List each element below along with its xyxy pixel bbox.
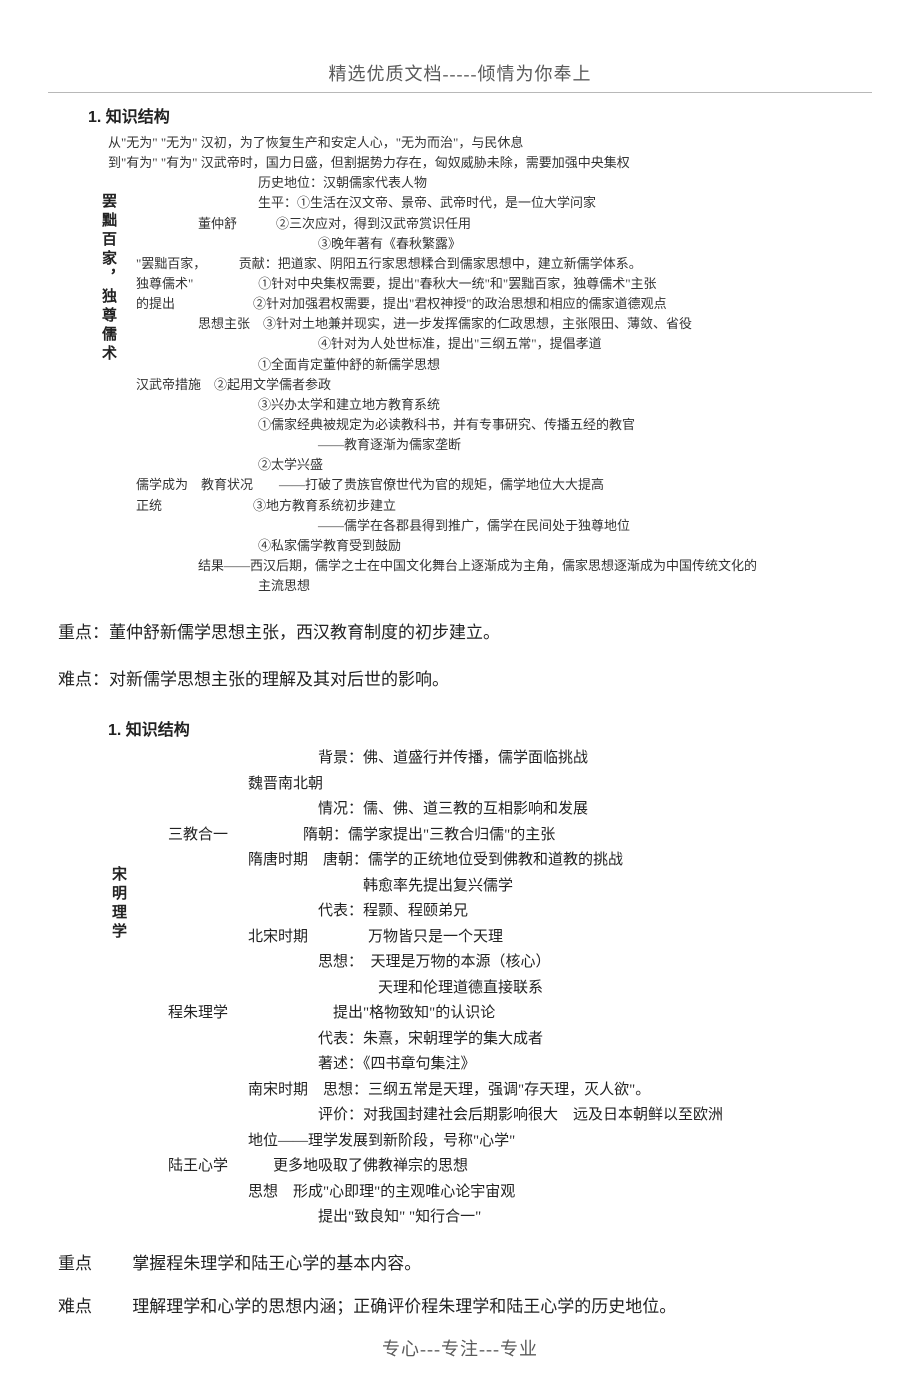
figure2-row: 背景：佛、道盛行并传播，儒学面临挑战 — [138, 746, 872, 772]
keypoint2-zhong: 重点 掌握程朱理学和陆王心学的基本内容。 — [58, 1249, 862, 1274]
figure1-title: 1. 知识结构 — [88, 103, 872, 127]
figure1-row: ④针对为人处世标准，提出"三纲五常"，提倡孝道 — [108, 334, 872, 354]
figure2-row: 韩愈率先提出复兴儒学 — [138, 874, 872, 900]
figure2-row: 思想 形成"心即理"的主观唯心论宇宙观 — [138, 1180, 872, 1206]
figure2-row: 隋唐时期 唐朝：儒学的正统地位受到佛教和道教的挑战 — [138, 848, 872, 874]
figure1-row: 结果——西汉后期，儒学之士在中国文化舞台上逐渐成为主角，儒家思想逐渐成为中国传统… — [108, 556, 872, 576]
figure2-row: 思想： 天理是万物的本源（核心） — [138, 950, 872, 976]
figure1-row: ①儒家经典被规定为必读教科书，并有专事研究、传播五经的教官 — [108, 415, 872, 435]
header-rule — [48, 92, 872, 93]
figure2-row: 北宋时期 万物皆只是一个天理 — [138, 925, 872, 951]
document-page: 精选优质文档-----倾情为你奉上 1. 知识结构 罢黜百家，独尊儒术 从"无为… — [0, 0, 920, 1391]
figure1-row: 独尊儒术" ①针对中央集权需要，提出"春秋大一统"和"罢黜百家，独尊儒术"主张 — [108, 274, 872, 294]
keypoint2-zhong-text: 掌握程朱理学和陆王心学的基本内容。 — [132, 1254, 421, 1273]
figure1-row: 儒学成为 教育状况 ——打破了贵族官僚世代为官的规矩，儒学地位大大提高 — [108, 475, 872, 495]
figure1-row: "罢黜百家， 贡献：把道家、阴阳五行家思想糅合到儒家思想中，建立新儒学体系。 — [108, 254, 872, 274]
figure1-block: 罢黜百家，独尊儒术 从"无为" "无为" 汉初，为了恢复生产和安定人心，"无为而… — [48, 133, 872, 596]
figure2-row: 魏晋南北朝 — [138, 772, 872, 798]
keypoint2-nan-label: 难点 — [58, 1292, 128, 1317]
figure1-row: ④私家儒学教育受到鼓励 — [108, 536, 872, 556]
figure2-row: 地位——理学发展到新阶段，号称"心学" — [138, 1129, 872, 1155]
figure2-vertical-label: 宋明理学 — [108, 866, 129, 942]
keypoint1-zhong: 重点：董仲舒新儒学思想主张，西汉教育制度的初步建立。 — [58, 618, 862, 643]
figure1-row: 思想主张 ③针对土地兼并现实，进一步发挥儒家的仁政思想，主张限田、薄敛、省役 — [108, 314, 872, 334]
figure2-row: 天理和伦理道德直接联系 — [138, 976, 872, 1002]
figure2-row: 代表：程颢、程颐弟兄 — [138, 899, 872, 925]
figure2-row: 评价：对我国封建社会后期影响很大 远及日本朝鲜以至欧洲 — [138, 1103, 872, 1129]
figure2-row: 陆王心学 更多地吸取了佛教禅宗的思想 — [138, 1154, 872, 1180]
figure1-row: 董仲舒 ②三次应对，得到汉武帝赏识任用 — [108, 214, 872, 234]
keypoint2-nan-text: 理解理学和心学的思想内涵；正确评价程朱理学和陆王心学的历史地位。 — [132, 1297, 676, 1316]
figure1-vertical-label: 罢黜百家，独尊儒术 — [98, 193, 119, 364]
figure1-outline: 从"无为" "无为" 汉初，为了恢复生产和安定人心，"无为而治"，与民休息到"有… — [108, 133, 872, 596]
page-header: 精选优质文档-----倾情为你奉上 — [48, 60, 872, 86]
figure2-row: 代表：朱熹，宋朝理学的集大成者 — [138, 1027, 872, 1053]
figure1-row: 生平：①生活在汉文帝、景帝、武帝时代，是一位大学问家 — [108, 193, 872, 213]
figure1-row: ——儒学在各郡县得到推广，儒学在民间处于独尊地位 — [108, 516, 872, 536]
figure2-row: 三教合一 隋朝：儒学家提出"三教合归儒"的主张 — [138, 823, 872, 849]
figure1-row: 主流思想 — [108, 576, 872, 596]
keypoint1-nan: 难点：对新儒学思想主张的理解及其对后世的影响。 — [58, 665, 862, 690]
figure1-row: 到"有为" "有为" 汉武帝时，国力日盛，但割据势力存在，匈奴威胁未除，需要加强… — [108, 153, 872, 173]
figure1-row: ③晚年著有《春秋繁露》 — [108, 234, 872, 254]
figure1-row: ——教育逐渐为儒家垄断 — [108, 435, 872, 455]
figure2-row: 南宋时期 思想：三纲五常是天理，强调"存天理，灭人欲"。 — [138, 1078, 872, 1104]
figure2-row: 著述：《四书章句集注》 — [138, 1052, 872, 1078]
figure2-row: 提出"致良知" "知行合一" — [138, 1205, 872, 1231]
figure1-row: 的提出 ②针对加强君权需要，提出"君权神授"的政治思想和相应的儒家道德观点 — [108, 294, 872, 314]
figure1-row: ①全面肯定董仲舒的新儒学思想 — [108, 355, 872, 375]
figure2-row: 情况：儒、佛、道三教的互相影响和发展 — [138, 797, 872, 823]
figure2-title: 1. 知识结构 — [108, 716, 872, 740]
figure2-block: 宋明理学 背景：佛、道盛行并传播，儒学面临挑战魏晋南北朝情况：儒、佛、道三教的互… — [48, 746, 872, 1231]
figure1-row: 从"无为" "无为" 汉初，为了恢复生产和安定人心，"无为而治"，与民休息 — [108, 133, 872, 153]
figure1-row: ③兴办太学和建立地方教育系统 — [108, 395, 872, 415]
figure1-row: 汉武帝措施 ②起用文学儒者参政 — [108, 375, 872, 395]
keypoint2-zhong-label: 重点 — [58, 1249, 128, 1274]
figure1-row: ②太学兴盛 — [108, 455, 872, 475]
figure1-row: 历史地位：汉朝儒家代表人物 — [108, 173, 872, 193]
figure2-row: 程朱理学 提出"格物致知"的认识论 — [138, 1001, 872, 1027]
figure1-row: 正统 ③地方教育系统初步建立 — [108, 496, 872, 516]
keypoint2-nan: 难点 理解理学和心学的思想内涵；正确评价程朱理学和陆王心学的历史地位。 — [58, 1292, 862, 1317]
figure2-outline: 背景：佛、道盛行并传播，儒学面临挑战魏晋南北朝情况：儒、佛、道三教的互相影响和发… — [138, 746, 872, 1231]
page-footer: 专心---专注---专业 — [48, 1335, 872, 1361]
